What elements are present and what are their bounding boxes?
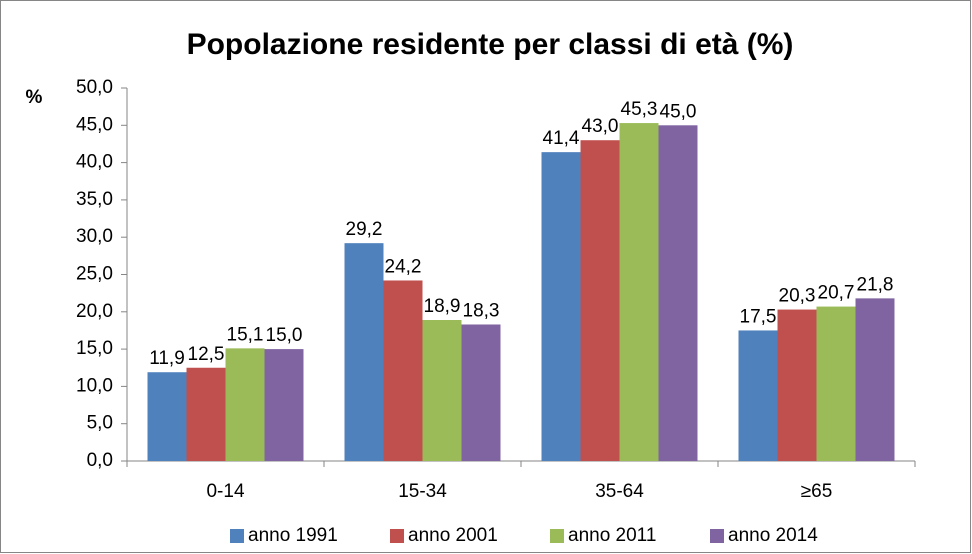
- value-label: 43,0: [582, 116, 619, 137]
- legend-label: anno 2001: [408, 525, 498, 546]
- value-label: 45,3: [621, 99, 658, 120]
- value-label: 21,8: [857, 274, 894, 295]
- bar: [541, 152, 581, 461]
- x-tick-label: ≥65: [801, 481, 833, 502]
- legend-swatch: [230, 529, 244, 543]
- legend-label: anno 2011: [568, 525, 656, 546]
- y-tick-label: 50,0: [76, 77, 113, 98]
- x-tick-label: 0-14: [206, 481, 244, 502]
- y-axis-label: %: [26, 87, 43, 108]
- value-label: 29,2: [346, 219, 383, 240]
- legend-swatch: [550, 529, 564, 543]
- bar: [738, 330, 778, 461]
- bar: [186, 367, 226, 461]
- y-tick-label: 40,0: [76, 152, 113, 173]
- bar: [422, 320, 462, 461]
- bar: [383, 280, 423, 461]
- x-tick-label: 15-34: [398, 481, 447, 502]
- bar: [461, 324, 501, 461]
- value-label: 15,1: [227, 324, 264, 345]
- bar: [147, 372, 187, 461]
- chart-title: Popolazione residente per classi di età …: [187, 28, 794, 61]
- y-tick-label: 15,0: [76, 338, 113, 359]
- y-tick-label: 35,0: [76, 189, 113, 210]
- bar: [619, 123, 659, 461]
- value-label: 15,0: [266, 325, 303, 346]
- bar: [855, 298, 895, 461]
- y-tick-label: 10,0: [76, 375, 113, 396]
- bar: [816, 306, 856, 461]
- y-tick-label: 30,0: [76, 226, 113, 247]
- value-label: 24,2: [385, 256, 422, 277]
- y-tick-label: 25,0: [76, 264, 113, 285]
- y-tick-label: 5,0: [87, 413, 113, 434]
- y-tick-label: 0,0: [87, 450, 113, 471]
- value-label: 12,5: [188, 344, 225, 365]
- y-tick-label: 45,0: [76, 114, 113, 135]
- legend-swatch: [710, 529, 724, 543]
- bar: [344, 243, 384, 461]
- bar: [658, 125, 698, 462]
- y-tick-label: 20,0: [76, 301, 113, 322]
- value-label: 18,3: [463, 300, 500, 321]
- value-label: 20,7: [818, 283, 855, 304]
- value-label: 41,4: [543, 128, 580, 149]
- value-label: 18,9: [424, 296, 461, 317]
- bar: [225, 348, 265, 461]
- x-tick-label: 35-64: [595, 481, 644, 502]
- legend-label: anno 1991: [248, 525, 338, 546]
- bar: [264, 349, 304, 461]
- value-label: 45,0: [660, 101, 697, 122]
- bar: [777, 309, 817, 461]
- legend-label: anno 2014: [728, 525, 818, 546]
- value-label: 20,3: [779, 286, 816, 307]
- value-label: 11,9: [149, 348, 185, 369]
- bar: [580, 140, 620, 461]
- value-label: 17,5: [740, 306, 777, 327]
- legend-swatch: [390, 529, 404, 543]
